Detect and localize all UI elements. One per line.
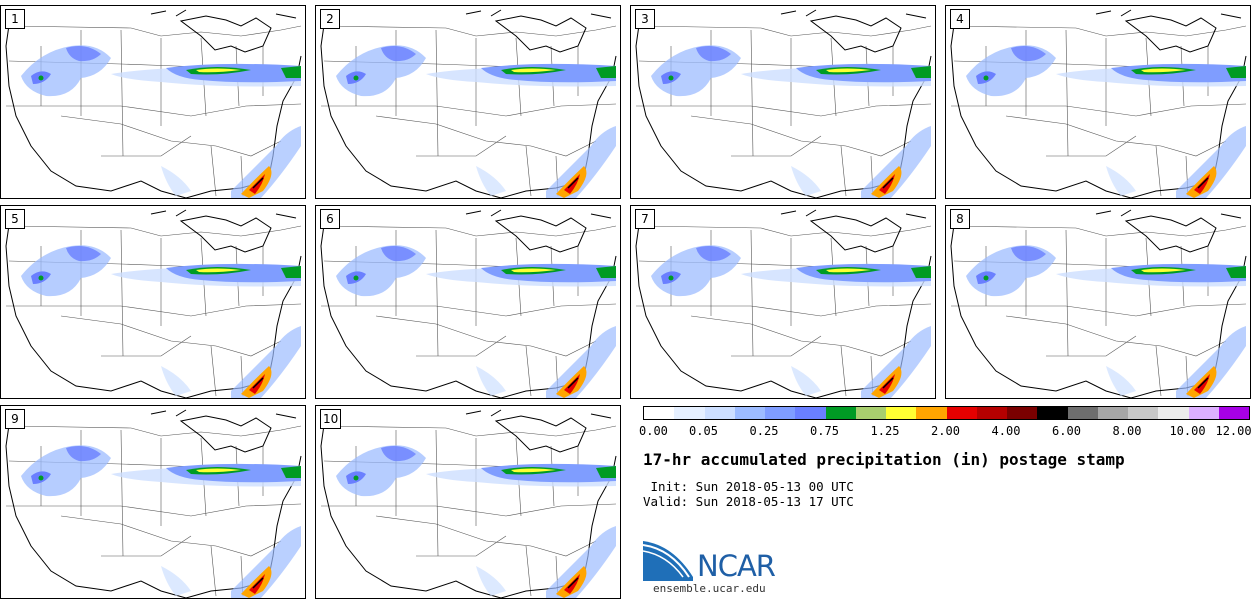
colorbar-swatch (704, 407, 735, 419)
panel-number: 2 (320, 9, 340, 29)
postage-stamp-panel: 7 (630, 205, 936, 399)
colorbar-tick-label: 12.00 (1215, 424, 1252, 438)
postage-stamp-panel: 6 (315, 205, 621, 399)
ncar-logo-icon (643, 541, 693, 581)
precip-map (635, 209, 932, 398)
colorbar-tick-label: 10.00 (1169, 424, 1206, 438)
colorbar-tick-label: 2.00 (931, 424, 960, 438)
postage-stamp-panel: 9 (0, 405, 306, 599)
precip-map (635, 9, 932, 198)
panel-number: 4 (950, 9, 970, 29)
panel-number: 5 (5, 209, 25, 229)
postage-stamp-panel: 5 (0, 205, 306, 399)
colorbar-swatch (765, 407, 796, 419)
panel-number: 7 (635, 209, 655, 229)
postage-stamp-panel: 4 (945, 5, 1251, 199)
panel-number: 9 (5, 409, 25, 429)
colorbar-swatch (1188, 407, 1219, 419)
precip-map (5, 9, 302, 198)
colorbar-swatch (1128, 407, 1159, 419)
ncar-logo-text: NCAR (697, 549, 776, 583)
colorbar-tick-labels: 0.00 0.05 0.25 0.75 1.25 2.00 4.00 6.00 8.00 10.0… (639, 424, 1252, 438)
colorbar-swatch (1007, 407, 1038, 419)
colorbar-swatch (886, 407, 917, 419)
panel-number: 10 (320, 409, 342, 429)
precip-map (5, 409, 302, 598)
panel-number: 6 (320, 209, 340, 229)
colorbar-swatch (1218, 407, 1249, 419)
site-url: ensemble.ucar.edu (653, 582, 766, 595)
colorbar-tick-label: 1.25 (870, 424, 900, 438)
colorbar-tick-label: 0.75 (810, 424, 839, 438)
postage-stamp-panel: 1 (0, 5, 306, 199)
precip-colorbar (643, 406, 1250, 420)
colorbar-swatch (916, 407, 947, 419)
colorbar-swatch (1097, 407, 1128, 419)
panel-number: 8 (950, 209, 970, 229)
colorbar-tick-label: 4.00 (991, 424, 1021, 438)
colorbar-swatch (674, 407, 705, 419)
precip-map (950, 9, 1247, 198)
colorbar-swatch (1158, 407, 1189, 419)
colorbar-tick-label: 6.00 (1052, 424, 1081, 438)
postage-stamp-panel: 3 (630, 5, 936, 199)
precip-map (950, 209, 1247, 398)
colorbar-tick-label: 8.00 (1112, 424, 1142, 438)
plot-title: 17-hr accumulated precipitation (in) pos… (643, 450, 1125, 469)
postage-stamp-panel: 8 (945, 205, 1251, 399)
colorbar-tick-label: 0.05 (689, 424, 718, 438)
panel-number: 3 (635, 9, 655, 29)
precip-map (320, 9, 617, 198)
colorbar-swatch (855, 407, 886, 419)
colorbar-swatch (1037, 407, 1068, 419)
colorbar-tick-label: 0.25 (749, 424, 779, 438)
colorbar-swatch (795, 407, 826, 419)
postage-stamp-panel: 10 (315, 405, 621, 599)
postage-stamp-panel: 2 (315, 5, 621, 199)
init-time: Init: Sun 2018-05-13 00 UTC (643, 479, 854, 494)
colorbar-tick-label: 0.00 (639, 424, 668, 438)
colorbar-swatch (1067, 407, 1098, 419)
precip-map (320, 209, 617, 398)
colorbar-swatch (976, 407, 1007, 419)
colorbar-swatch (946, 407, 977, 419)
valid-time: Valid: Sun 2018-05-13 17 UTC (643, 494, 854, 509)
precip-map (320, 409, 617, 598)
colorbar-swatch (825, 407, 856, 419)
precip-map (5, 209, 302, 398)
colorbar-swatch (734, 407, 765, 419)
panel-number: 1 (5, 9, 25, 29)
colorbar-swatch (644, 407, 675, 419)
